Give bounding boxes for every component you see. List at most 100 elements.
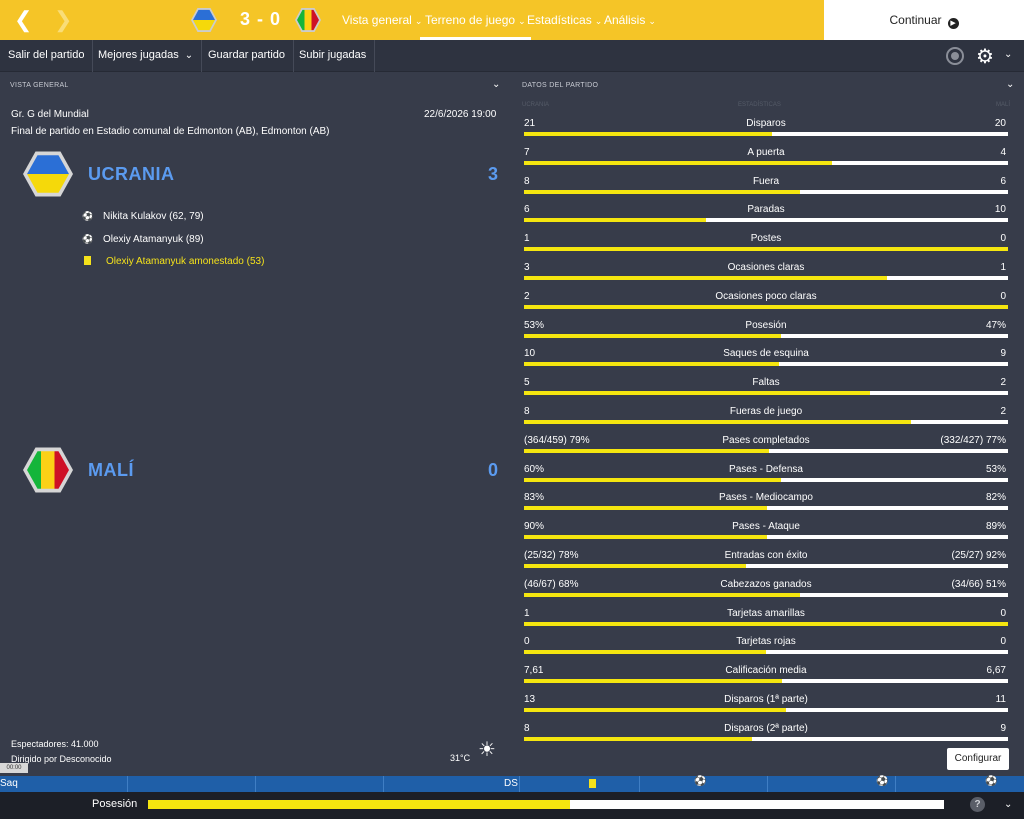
match-score: 3 - 0 [240, 9, 282, 29]
configure-button[interactable]: Configurar [947, 748, 1009, 770]
stat-row: (46/67) 68% Cabezazos ganados (34/66) 51% [524, 575, 1008, 604]
stat-row: 1 Postes 0 [524, 229, 1008, 258]
stat-home-value: 8 [524, 175, 530, 187]
mali-crest-icon[interactable] [23, 447, 73, 493]
stat-label: Pases - Ataque [732, 521, 800, 533]
stat-bar-fill [524, 362, 779, 367]
stat-bar-fill [524, 132, 772, 136]
chevron-left-icon[interactable]: ❮ [14, 7, 33, 32]
stat-label: Disparos [746, 118, 786, 129]
ball-icon[interactable]: ⚽ [985, 776, 998, 787]
timeline-halftime-label: DS [504, 778, 518, 789]
timeline-segment [519, 776, 520, 792]
gear-icon[interactable]: ⚙ [976, 46, 994, 68]
tab-terreno-de-juego[interactable]: Terreno de juego ⌄ [420, 0, 531, 40]
stat-home-value: 83% [524, 492, 545, 504]
tab-vista-general[interactable]: Vista general ⌄ [342, 13, 423, 27]
record-icon[interactable] [946, 47, 964, 65]
stat-label: Ocasiones claras [727, 262, 805, 273]
stat-bar [524, 535, 1008, 540]
stat-label: Paradas [747, 204, 785, 216]
mali-flag-icon[interactable] [295, 8, 321, 32]
stat-row: 60% Pases - Defensa 53% [524, 460, 1008, 489]
stat-home-value: 53% [524, 319, 545, 331]
stat-label: Posesión [745, 319, 787, 331]
continue-button[interactable]: Continuar ▶ [824, 0, 1024, 40]
stat-row: 8 Fuera 6 [524, 172, 1008, 201]
timeline-segment [127, 776, 128, 792]
stat-bar [524, 247, 1008, 252]
stat-bar-fill [524, 448, 769, 453]
stat-away-value: 10 [994, 204, 1006, 216]
stat-label: Tarjetas rojas [736, 636, 796, 648]
stat-home-value: 13 [524, 694, 536, 705]
stat-row: 13 Disparos (1ª parte) 11 [524, 690, 1008, 719]
stat-home-value: 2 [524, 290, 530, 302]
chevron-down-icon[interactable]: ⌄ [1004, 799, 1013, 810]
stats-col-home: UCRANIA [522, 102, 550, 108]
stat-bar-fill [524, 477, 781, 482]
stat-label: Pases completados [722, 434, 810, 446]
away-team-score: 0 [487, 460, 498, 480]
stat-home-value: 1 [524, 233, 530, 245]
stats-header: DATOS DEL PARTIDO [522, 82, 599, 89]
stat-label: Disparos (2ª parte) [724, 722, 808, 734]
yellow-card-icon[interactable] [589, 779, 596, 788]
stat-home-value: 1 [524, 607, 530, 619]
stat-home-value: 21 [524, 118, 536, 129]
ukraine-flag-icon[interactable] [191, 8, 217, 32]
stat-away-value: 0 [1000, 290, 1006, 302]
stat-row: 53% Posesión 47% [524, 316, 1008, 345]
stat-bar [524, 564, 1008, 568]
save-match-button[interactable]: Guardar partido [200, 40, 295, 72]
stat-label: Ocasiones poco claras [715, 290, 817, 302]
stat-bar [524, 679, 1008, 684]
home-team-score: 3 [487, 164, 498, 184]
tab-estadisticas[interactable]: Estadísticas ⌄ [527, 13, 603, 27]
sun-icon: ☀ [478, 739, 496, 761]
best-moments-button[interactable]: Mejores jugadas ⌄ [90, 40, 203, 72]
timeline-kickoff-label: Saq [0, 778, 18, 789]
stat-home-value: (46/67) 68% [524, 578, 579, 590]
stat-label: Fueras de juego [729, 406, 803, 417]
ball-icon[interactable]: ⚽ [694, 776, 707, 787]
stat-bar-fill [524, 736, 752, 741]
stat-row: 8 Fueras de juego 2 [524, 402, 1008, 431]
chevron-down-icon[interactable]: ⌄ [492, 79, 501, 90]
stat-away-value: 0 [1000, 607, 1006, 619]
timeline-segment [383, 776, 384, 792]
stat-bar [524, 218, 1008, 223]
stat-label: A puerta [747, 146, 785, 158]
stat-label: Cabezazos ganados [720, 578, 812, 590]
chevron-right-icon[interactable]: ❯ [54, 7, 73, 32]
stat-row: 1 Tarjetas amarillas 0 [524, 604, 1008, 633]
stat-label: Pases - Defensa [729, 463, 803, 475]
stat-bar-fill [524, 189, 801, 194]
exit-match-button[interactable]: Salir del partido [0, 40, 94, 72]
away-team-name[interactable]: MALÍ [88, 460, 134, 480]
stat-home-value: 60% [524, 463, 545, 475]
match-timeline[interactable] [0, 776, 1024, 792]
chevron-down-icon[interactable]: ⌄ [1006, 79, 1015, 90]
question-icon[interactable]: ? [970, 797, 985, 812]
stat-bar-fill [524, 420, 912, 424]
stat-home-value: 6 [524, 204, 530, 216]
stat-label: Faltas [752, 377, 780, 389]
stat-bar [524, 736, 1008, 741]
match-venue: Final de partido en Estadio comunal de E… [11, 126, 330, 137]
tab-analisis[interactable]: Análisis ⌄ [604, 13, 656, 27]
stat-label: Calificación media [725, 665, 807, 677]
stat-away-value: 6,67 [986, 665, 1006, 677]
home-team-name[interactable]: UCRANIA [88, 164, 175, 184]
upload-highlights-button[interactable]: Subir jugadas [291, 40, 376, 72]
timeline-clock: 00:00 [0, 763, 28, 773]
stat-row: (364/459) 79% Pases completados (332/427) … [524, 431, 1008, 460]
ball-icon[interactable]: ⚽ [876, 776, 889, 787]
goal-event: ⚽ Olexiy Atamanyuk (89) [82, 234, 204, 245]
stats-col-label: ESTADÍSTICAS [738, 102, 781, 108]
stat-bar [524, 189, 1008, 194]
timeline-segment [895, 776, 896, 792]
ukraine-crest-icon[interactable] [23, 151, 73, 197]
arrow-right-icon: ▶ [947, 18, 959, 29]
chevron-down-icon[interactable]: ⌄ [1004, 49, 1013, 60]
